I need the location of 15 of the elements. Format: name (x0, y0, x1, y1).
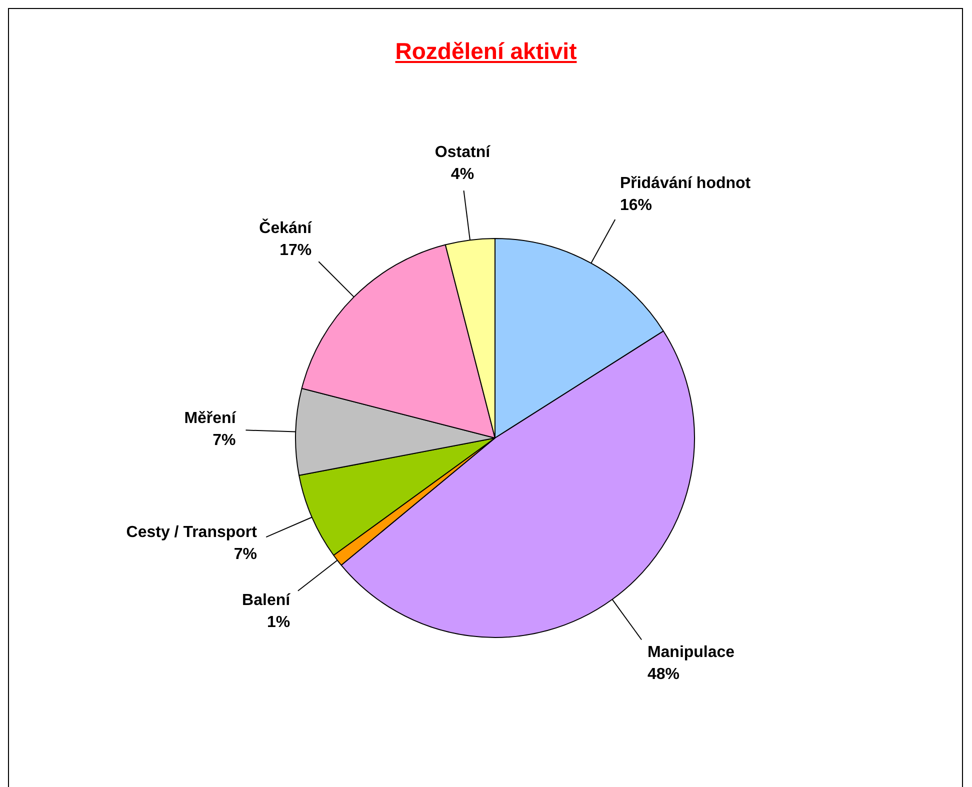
data-label: 48% (647, 666, 680, 684)
data-label: 4% (450, 166, 474, 184)
slice-label: Manipulace (647, 644, 735, 662)
slice-label: Balení (242, 592, 291, 610)
data-label: 16% (620, 196, 652, 214)
slice-label: Přidávání hodnot (620, 174, 752, 192)
data-label: 17% (280, 242, 312, 259)
slice-label: Cesty / Transport (126, 524, 258, 541)
slice-label: Čekání (259, 218, 312, 237)
data-label: 7% (212, 432, 236, 450)
chart-title: Rozdělení aktivit (394, 38, 578, 65)
slice-label: Měření (184, 410, 236, 428)
data-label: 1% (266, 614, 290, 632)
data-label: 7% (234, 546, 257, 563)
slice-label: Ostatní (434, 144, 491, 162)
